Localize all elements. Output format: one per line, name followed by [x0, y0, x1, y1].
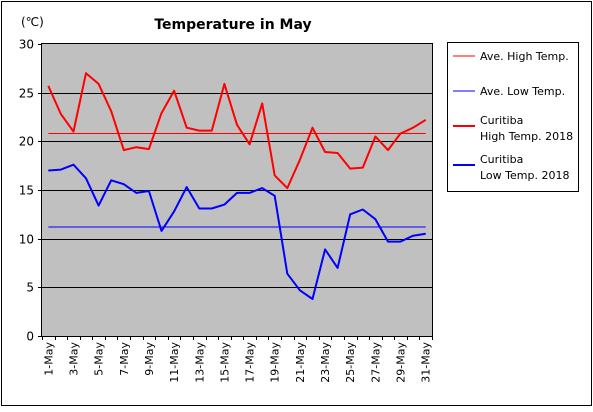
legend-box: [447, 42, 579, 192]
chart-title: Temperature in May: [154, 17, 311, 33]
legend-label: High Temp. 2018: [480, 130, 573, 143]
y-tick-label: 5: [26, 281, 34, 295]
y-tick-label: 0: [26, 330, 34, 344]
y-tick-label: 15: [19, 184, 34, 198]
legend: Ave. High Temp. Ave. Low Temp. Curitiba Hig…: [453, 50, 573, 182]
grid-lines: [42, 93, 432, 288]
x-tick-label: 29-May: [395, 342, 408, 383]
legend-label: Curitiba: [480, 114, 523, 127]
x-tick-label: 25-May: [344, 342, 357, 383]
legend-label: Ave. Low Temp.: [480, 85, 565, 98]
x-tick-label: 21-May: [294, 342, 307, 383]
y-tick-label: 25: [19, 87, 34, 101]
legend-label: Curitiba: [480, 153, 523, 166]
x-tick-label: 5-May: [93, 342, 106, 376]
x-tick-label: 31-May: [420, 342, 433, 383]
x-tick-label: 27-May: [369, 342, 382, 383]
y-tick-label: 30: [19, 38, 34, 52]
y-axis-ticks: 0 5 10 15 20 25 30: [19, 38, 42, 344]
x-tick-label: 1-May: [42, 342, 55, 376]
y-tick-label: 10: [19, 233, 34, 247]
x-tick-label: 9-May: [143, 342, 156, 376]
x-tick-label: 23-May: [319, 342, 332, 383]
x-tick-label: 7-May: [118, 342, 131, 376]
x-tick-label: 3-May: [67, 342, 80, 376]
legend-label: Low Temp. 2018: [480, 169, 569, 182]
x-tick-label: 11-May: [168, 342, 181, 383]
series-line-3: [48, 163, 426, 300]
unit-label: (℃): [21, 15, 44, 29]
x-tick-label: 17-May: [244, 342, 257, 383]
series-line-2: [47, 72, 427, 190]
x-tick-label: 13-May: [193, 342, 206, 383]
y-tick-label: 20: [19, 135, 34, 149]
series-lines: [47, 72, 427, 300]
x-axis-ticks: 1-May 3-May 5-May 7-May 9-May 11-May 13-May 15-…: [42, 336, 433, 383]
legend-label: Ave. High Temp.: [480, 50, 569, 63]
x-tick-label: 15-May: [218, 342, 231, 383]
x-tick-label: 19-May: [269, 342, 282, 383]
